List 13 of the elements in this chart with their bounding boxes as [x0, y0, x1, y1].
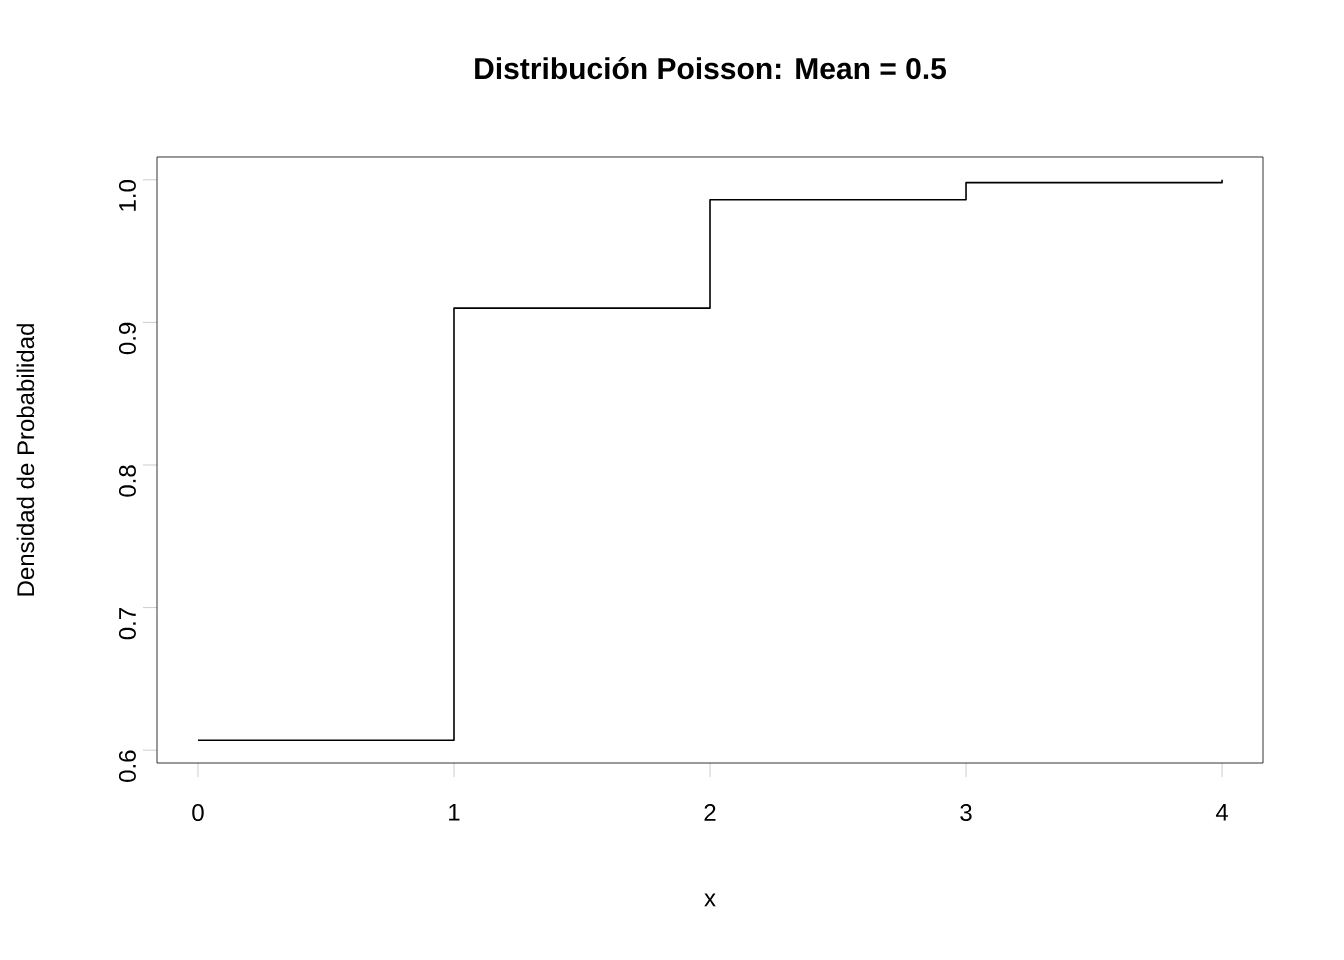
- x-tick-label: 4: [1215, 804, 1229, 821]
- y-tick-label: 0.7: [118, 608, 136, 640]
- y-tick-label: 0.9: [118, 322, 136, 355]
- y-tick-label: 0.6: [118, 750, 136, 782]
- y-tick-label: 0.8: [118, 465, 136, 497]
- x-tick-label: 1: [449, 804, 460, 821]
- chart-title: Distribución Poisson: Mean = 0.5: [475, 56, 947, 80]
- x-axis-title: x: [704, 893, 716, 907]
- x-tick-label: 2: [704, 804, 716, 821]
- x-tick-label: 0: [192, 804, 204, 822]
- y-tick-label: 1.0: [118, 180, 136, 211]
- x-tick-label: 3: [960, 804, 972, 822]
- y-axis-title: Densidad de Probabilidad: [16, 324, 35, 596]
